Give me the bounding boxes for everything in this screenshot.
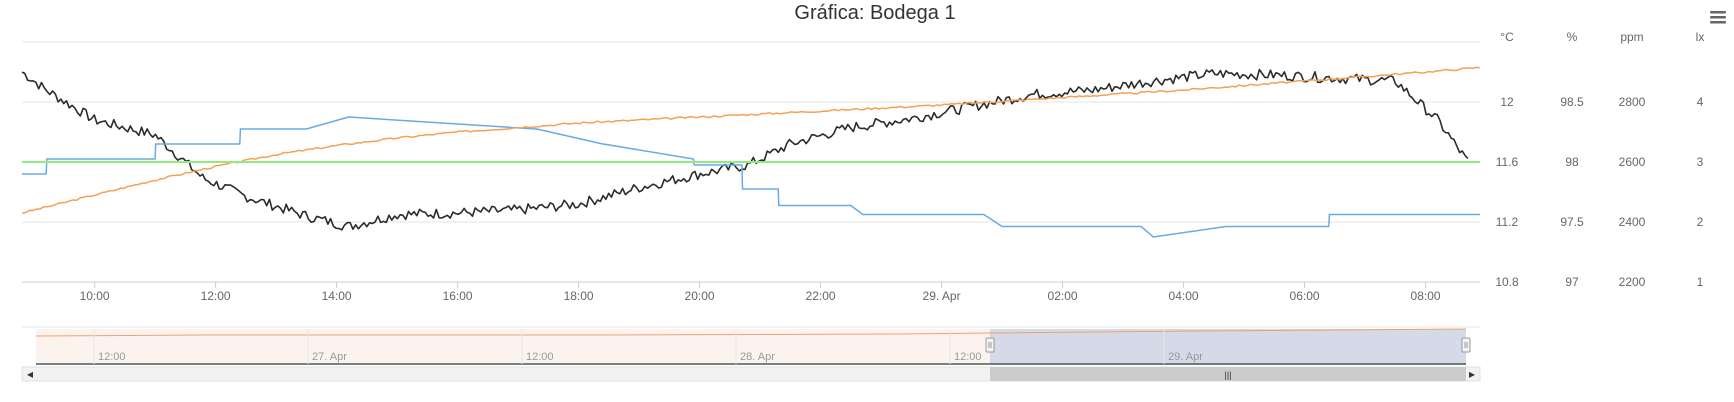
series-line-temperature	[21, 68, 1469, 231]
scrollbar-grip-icon: |||	[1224, 370, 1231, 380]
y-axis-unit-label: lx	[1696, 30, 1705, 44]
navigator-label: 12:00	[526, 351, 554, 363]
y-tick-label: 12	[1500, 95, 1514, 109]
y-axis-unit-label: ppm	[1620, 30, 1643, 44]
x-tick-label: 16:00	[443, 289, 473, 303]
scroll-left-arrow-icon[interactable]: ◂	[27, 367, 33, 381]
y-tick-label: 98.5	[1560, 95, 1584, 109]
x-tick-label: 06:00	[1290, 289, 1320, 303]
navigator-selected-range[interactable]	[990, 329, 1466, 365]
x-tick-label: 08:00	[1411, 289, 1441, 303]
y-axis-unit-label: °C	[1500, 30, 1514, 44]
y-axis-unit-label: %	[1567, 30, 1578, 44]
scrollbar[interactable]: ||| ◂ ▸	[21, 366, 1481, 382]
y-tick-label: 10.8	[1495, 275, 1519, 289]
x-tick-label: 04:00	[1169, 289, 1199, 303]
navigator-handle-right[interactable]	[1461, 337, 1471, 353]
series-line-blue	[22, 116, 1480, 238]
navigator-label: 29. Apr	[1168, 351, 1203, 363]
navigator-label: 28. Apr	[740, 351, 775, 363]
y-tick-label: 11.2	[1496, 215, 1519, 229]
y-tick-label: 2200	[1619, 275, 1646, 289]
series-line-orange	[21, 66, 1481, 215]
y-tick-label: 98	[1565, 155, 1579, 169]
navigator-labels: 12:00 27. Apr 12:00 28. Apr 12:00 29. Apr	[93, 329, 1203, 364]
y-tick-label: 2400	[1619, 215, 1646, 229]
navigator-series-line	[35, 328, 1467, 337]
x-tick-label: 14:00	[322, 289, 352, 303]
x-tick-label: 20:00	[685, 289, 715, 303]
y-tick-label: 2800	[1619, 95, 1646, 109]
y-tick-label: 3	[1697, 155, 1704, 169]
y-axes: °C1211.611.210.8%98.59897.597ppm28002600…	[1495, 30, 1704, 289]
chart-title: Gráfica: Bodega 1	[794, 2, 955, 24]
y-tick-label: 97.5	[1560, 215, 1584, 229]
x-tick-label: 02:00	[1048, 289, 1078, 303]
navigator-label: 12:00	[954, 351, 982, 363]
navigator-label: 27. Apr	[312, 351, 347, 363]
y-tick-label: 2	[1697, 215, 1704, 229]
y-tick-label: 4	[1697, 95, 1704, 109]
x-tick-label: 22:00	[806, 289, 836, 303]
y-tick-label: 11.6	[1496, 155, 1519, 169]
x-axis-ticks: 10:00 12:00 14:00 16:00 18:00 20:00 22:00 29. A…	[80, 282, 1441, 303]
y-tick-label: 97	[1565, 275, 1579, 289]
navigator[interactable]: 12:00 27. Apr 12:00 28. Apr 12:00 29. Apr	[22, 326, 1480, 365]
scrollbar-thumb[interactable]	[990, 367, 1466, 381]
series-layer	[21, 66, 1481, 238]
navigator-label: 12:00	[98, 351, 126, 363]
x-tick-label: 10:00	[80, 289, 110, 303]
x-tick-label: 12:00	[201, 289, 231, 303]
x-tick-label: 29. Apr	[923, 289, 961, 303]
scroll-right-arrow-icon[interactable]: ▸	[1469, 367, 1475, 381]
hamburger-menu-icon[interactable]	[1708, 8, 1728, 26]
navigator-handle-left[interactable]	[985, 337, 995, 353]
y-tick-label: 1	[1697, 275, 1704, 289]
x-tick-label: 18:00	[564, 289, 594, 303]
y-tick-label: 2600	[1619, 155, 1646, 169]
